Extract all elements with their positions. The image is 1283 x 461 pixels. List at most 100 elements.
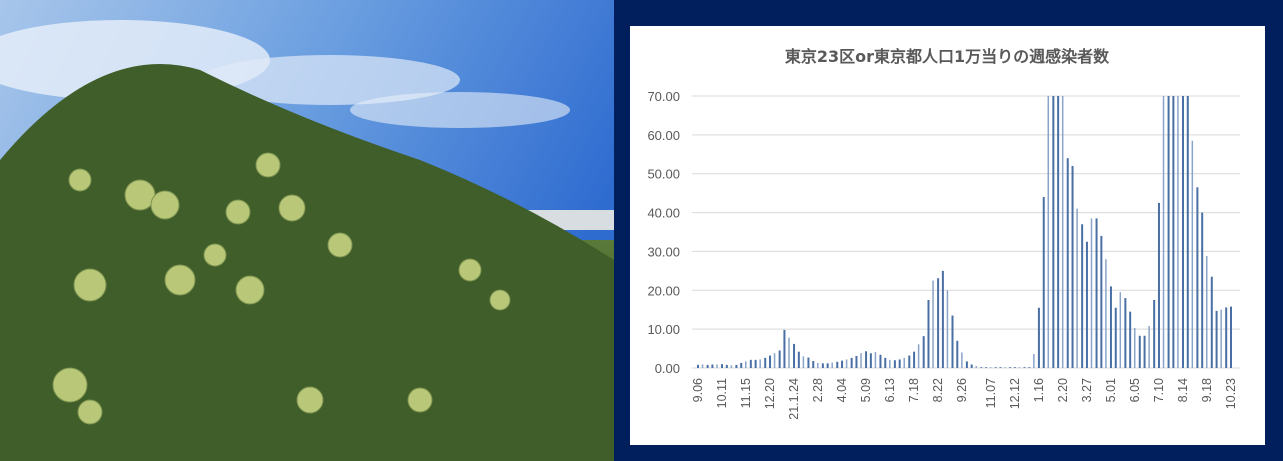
bar [1186, 96, 1189, 368]
bar [1109, 286, 1112, 368]
bar [1057, 96, 1060, 368]
bar [1085, 241, 1088, 368]
bar [1148, 326, 1150, 368]
bar [1225, 307, 1228, 368]
bar [898, 359, 901, 368]
bar [956, 340, 959, 368]
x-tick-label: 11.07 [984, 378, 998, 408]
bar [730, 365, 733, 368]
bar [836, 361, 839, 368]
bar [1042, 197, 1045, 368]
bar [759, 359, 761, 368]
bar [841, 360, 844, 368]
bar [773, 353, 776, 368]
bar [1013, 367, 1016, 368]
x-tick-label: 6.05 [1128, 378, 1142, 402]
bar [951, 315, 954, 368]
bar [812, 361, 815, 368]
bar [735, 364, 738, 368]
bar [793, 343, 796, 368]
bar [1143, 335, 1146, 368]
bar [845, 359, 848, 368]
bar [1047, 96, 1050, 368]
bar [706, 364, 709, 368]
bar [1114, 307, 1117, 368]
bar [701, 364, 704, 368]
bar [893, 360, 896, 368]
bar [1033, 354, 1035, 368]
chart-panel: 東京23区or東京都人口1万当りの週感染者数 0.00 10.00 20.00 30.… [630, 26, 1265, 445]
x-tick-label: 3.27 [1080, 378, 1094, 402]
bar [860, 353, 862, 368]
bar [769, 355, 772, 368]
bar [965, 361, 968, 368]
x-tick-label: 10.11 [715, 378, 729, 408]
bar [980, 367, 983, 368]
bar [850, 357, 853, 368]
x-tick-label: 2.28 [811, 378, 825, 402]
bar [1129, 311, 1132, 368]
bar [1210, 276, 1213, 368]
x-tick-label: 11.15 [739, 378, 753, 408]
bar [1009, 367, 1012, 368]
bar [1177, 96, 1179, 368]
x-tick-label: 9.26 [955, 378, 969, 402]
bar [1162, 96, 1165, 368]
bar [721, 364, 724, 368]
bar [1138, 335, 1141, 368]
y-tick-label: 40.00 [647, 206, 680, 221]
bar [1133, 327, 1136, 368]
bar [1167, 96, 1170, 368]
bar-chart: 東京23区or東京都人口1万当りの週感染者数 0.00 10.00 20.00 30.… [647, 47, 1240, 420]
bar [989, 367, 992, 368]
bar [913, 351, 916, 368]
bar [826, 363, 829, 368]
bar [1004, 367, 1006, 368]
x-tick-label: 1.16 [1032, 378, 1046, 402]
y-tick-label: 60.00 [647, 128, 680, 143]
bar [884, 357, 887, 368]
bar [1196, 187, 1199, 368]
x-tick-label: 10.23 [1224, 378, 1238, 409]
bar [749, 359, 752, 368]
x-tick-label: 21.1.24 [787, 378, 801, 420]
bar [855, 355, 858, 368]
bar [1119, 292, 1122, 368]
x-tick-label: 2.20 [1056, 378, 1070, 402]
y-tick-label: 50.00 [647, 167, 680, 182]
bar [740, 362, 743, 368]
bar [821, 363, 824, 368]
bar [961, 352, 963, 368]
chart-title: 東京23区or東京都人口1万当りの週感染者数 [785, 47, 1110, 66]
bar [985, 367, 988, 368]
bar [1157, 202, 1160, 368]
x-tick-label: 6.13 [883, 378, 897, 402]
bar [788, 337, 790, 368]
bar [1230, 306, 1232, 368]
y-tick-label: 0.00 [655, 361, 680, 376]
x-tick-label: 12.12 [1008, 378, 1022, 409]
bar [1100, 235, 1103, 368]
x-tick-label: 4.04 [835, 378, 849, 402]
y-tick-label: 10.00 [647, 322, 680, 337]
bar [869, 353, 872, 368]
bar [994, 367, 997, 368]
bar [1095, 218, 1098, 368]
x-tick-label: 7.18 [907, 378, 921, 402]
bar [745, 361, 747, 368]
bar [903, 357, 905, 368]
bar [1220, 309, 1222, 368]
bar [1052, 96, 1055, 368]
bar [1105, 259, 1107, 368]
bar [797, 351, 800, 368]
bar [783, 329, 786, 368]
bar [946, 290, 949, 368]
bar [1090, 218, 1093, 368]
bar [941, 270, 944, 368]
x-tick-label: 7.10 [1152, 378, 1166, 402]
bar [1076, 208, 1078, 368]
y-tick-label: 30.00 [647, 244, 680, 259]
bar [970, 364, 973, 368]
bar [807, 357, 810, 368]
y-tick-label: 20.00 [647, 283, 680, 298]
